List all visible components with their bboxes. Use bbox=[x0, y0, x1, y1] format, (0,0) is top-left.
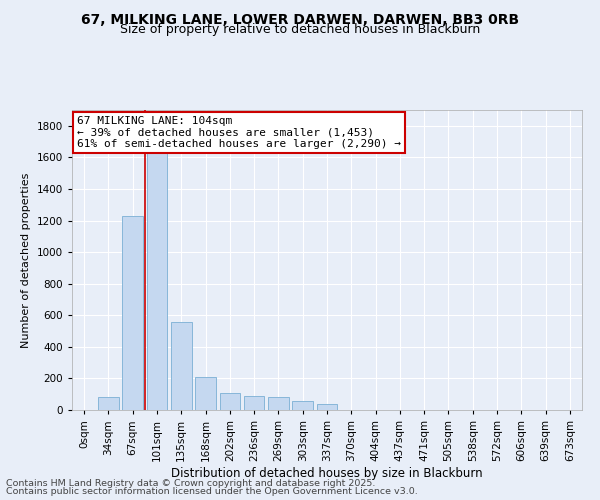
Bar bbox=[171, 322, 191, 410]
Text: Contains public sector information licensed under the Open Government Licence v3: Contains public sector information licen… bbox=[6, 487, 418, 496]
Bar bbox=[244, 396, 265, 410]
Bar bbox=[195, 377, 216, 410]
Text: 67, MILKING LANE, LOWER DARWEN, DARWEN, BB3 0RB: 67, MILKING LANE, LOWER DARWEN, DARWEN, … bbox=[81, 12, 519, 26]
Bar bbox=[220, 392, 240, 410]
Text: Contains HM Land Registry data © Crown copyright and database right 2025.: Contains HM Land Registry data © Crown c… bbox=[6, 478, 376, 488]
Bar bbox=[98, 398, 119, 410]
Text: 67 MILKING LANE: 104sqm
← 39% of detached houses are smaller (1,453)
61% of semi: 67 MILKING LANE: 104sqm ← 39% of detache… bbox=[77, 116, 401, 149]
Bar bbox=[146, 150, 167, 410]
Bar bbox=[268, 398, 289, 410]
X-axis label: Distribution of detached houses by size in Blackburn: Distribution of detached houses by size … bbox=[171, 466, 483, 479]
Bar bbox=[122, 216, 143, 410]
Bar bbox=[317, 404, 337, 410]
Text: Size of property relative to detached houses in Blackburn: Size of property relative to detached ho… bbox=[120, 22, 480, 36]
Y-axis label: Number of detached properties: Number of detached properties bbox=[21, 172, 31, 348]
Bar bbox=[292, 402, 313, 410]
